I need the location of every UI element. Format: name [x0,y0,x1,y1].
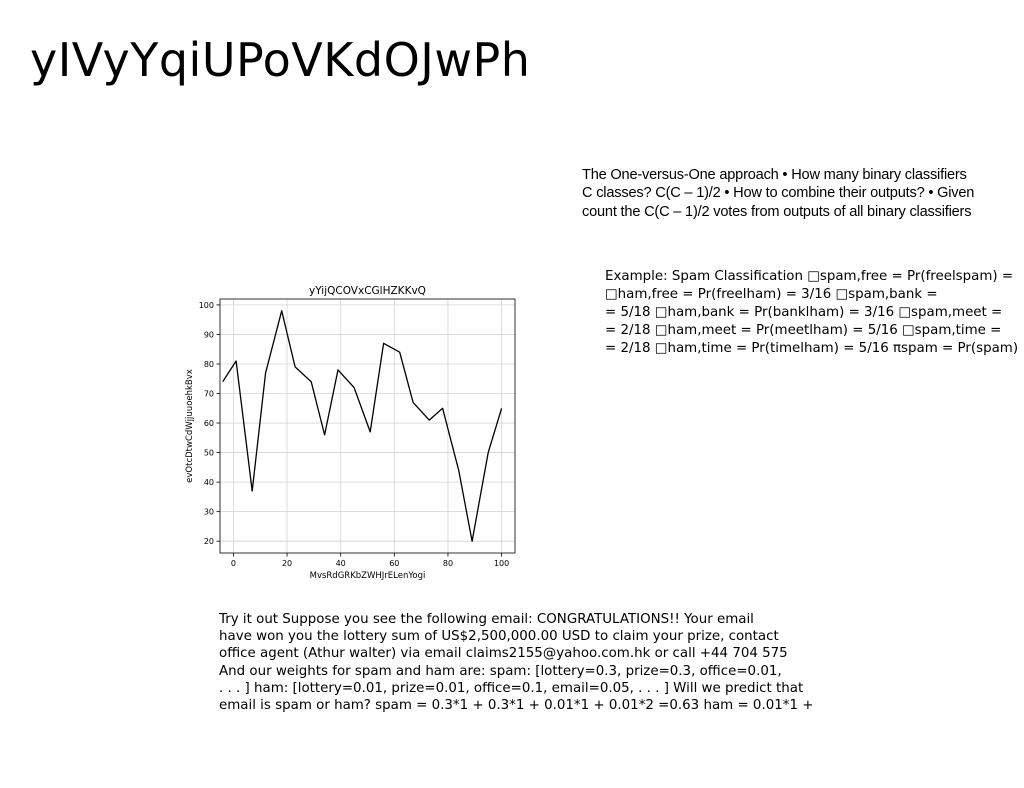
spam-example-line: = 2/18 □ham,meet = Pr(meetlham) = 5/16 □… [605,323,1002,338]
slide-title: yIVyYqiUPoVKdOJwPh [30,33,531,87]
x-axis-label: MvsRdGRKbZWHJrELenYogi [310,571,426,581]
one-vs-one-line: C classes? C(C – 1)/2 • How to combine t… [582,185,975,202]
y-axis-label: evOtcDtwCdWjjuuoehkBvx [185,369,195,483]
x-tick-label: 40 [336,559,346,568]
y-tick-label: 100 [199,301,214,310]
plot-frame [219,298,516,554]
y-tick-label: 40 [204,478,214,487]
y-tick-label: 30 [204,508,214,517]
spam-example-text: Example: Spam Classification □spam,free … [605,268,1024,358]
spam-example-line: Example: Spam Classification □spam,free … [605,269,1014,284]
spam-example-line: □ham,free = Pr(freelham) = 3/16 □spam,ba… [605,287,938,302]
line-chart: 0 20 40 60 80 100 20 30 40 50 60 70 80 90 100 yYijQCOV… [185,285,516,581]
try-it-line: office agent (Athur walter) via email cl… [219,646,788,662]
series-line [222,310,503,542]
one-vs-one-line: The One-versus-One approach • How many b… [582,167,967,183]
chart-title: yYijQCOVxCGlHZKKvQ [309,285,426,297]
y-tick-label: 60 [204,419,214,428]
x-tick-label: 60 [389,559,399,568]
try-it-out-text: Try it out Suppose you see the following… [219,611,839,714]
one-vs-one-line: count the C(C – 1)/2 votes from outputs … [582,203,972,220]
x-tick-label: 0 [231,559,236,568]
one-vs-one-text: The One-versus-One approach • How many b… [582,166,1024,221]
y-tick-label: 70 [204,390,214,399]
y-tick-label: 50 [204,449,214,458]
try-it-line: And our weights for spam and ham are: sp… [219,663,782,679]
x-tick-label: 100 [494,559,509,568]
y-tick-label: 90 [204,330,214,339]
y-tick-label: 20 [204,537,214,546]
try-it-line: . . . ] ham: [lottery=0.01, prize=0.01, … [219,680,804,696]
try-it-line: have won you the lottery sum of US$2,500… [219,629,779,645]
x-tick-label: 20 [282,559,292,568]
spam-example-line: = 2/18 □ham,time = Pr(timelham) = 5/16 π… [605,341,1019,356]
try-it-line: Try it out Suppose you see the following… [219,612,754,627]
spam-example-line: = 5/18 □ham,bank = Pr(banklham) = 3/16 □… [605,305,1003,320]
x-tick-label: 80 [443,559,453,568]
try-it-line: email is spam or ham? spam = 0.3*1 + 0.3… [219,698,814,714]
y-tick-label: 80 [204,360,214,369]
